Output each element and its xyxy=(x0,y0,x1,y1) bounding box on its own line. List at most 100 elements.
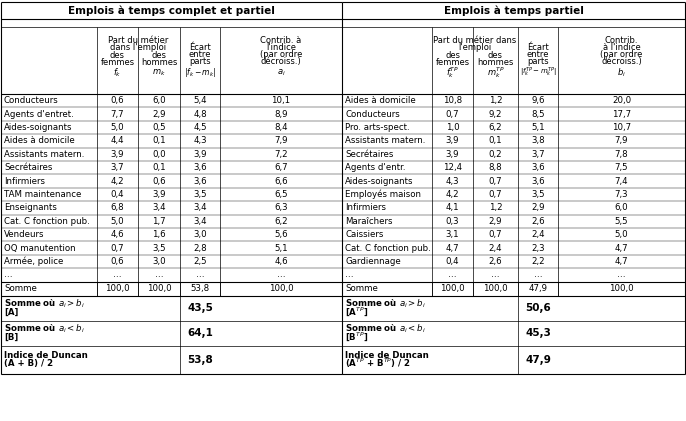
Text: 3,9: 3,9 xyxy=(446,136,459,145)
Text: $m_k$: $m_k$ xyxy=(152,67,166,78)
Text: femmes: femmes xyxy=(436,58,469,67)
Text: 1,7: 1,7 xyxy=(152,217,166,226)
Text: 45,3: 45,3 xyxy=(525,328,551,338)
Text: 100,0: 100,0 xyxy=(440,284,465,293)
Text: 0,7: 0,7 xyxy=(446,109,460,119)
Text: 4,2: 4,2 xyxy=(446,190,460,199)
Text: Somme: Somme xyxy=(345,284,378,293)
Text: 5,5: 5,5 xyxy=(615,217,628,226)
Text: hommes: hommes xyxy=(477,58,514,67)
Text: des: des xyxy=(488,51,503,60)
Text: 2,4: 2,4 xyxy=(488,244,502,253)
Text: 0,6: 0,6 xyxy=(110,96,124,105)
Text: 2,6: 2,6 xyxy=(488,257,502,266)
Text: Agents d'entr.: Agents d'entr. xyxy=(345,163,405,172)
Text: des: des xyxy=(152,51,167,60)
Text: 8,9: 8,9 xyxy=(274,109,287,119)
Text: $a_i$: $a_i$ xyxy=(276,67,285,78)
Text: 9,6: 9,6 xyxy=(531,96,545,105)
Text: 17,7: 17,7 xyxy=(612,109,631,119)
Text: 5,4: 5,4 xyxy=(193,96,206,105)
Text: 4,6: 4,6 xyxy=(110,230,124,239)
Text: 1,2: 1,2 xyxy=(488,96,502,105)
Text: 10,7: 10,7 xyxy=(612,123,631,132)
Text: 10,8: 10,8 xyxy=(443,96,462,105)
Text: parts: parts xyxy=(527,57,549,66)
Text: Aides à domicile: Aides à domicile xyxy=(4,136,75,145)
Text: 3,6: 3,6 xyxy=(531,163,545,172)
Text: OQ manutention: OQ manutention xyxy=(4,244,75,253)
Text: 1,6: 1,6 xyxy=(152,230,166,239)
Text: 2,9: 2,9 xyxy=(488,217,502,226)
Text: 5,0: 5,0 xyxy=(110,123,124,132)
Text: (par ordre: (par ordre xyxy=(600,50,643,59)
Text: 7,3: 7,3 xyxy=(615,190,628,199)
Text: 8,4: 8,4 xyxy=(274,123,288,132)
Text: Assistants matern.: Assistants matern. xyxy=(345,136,425,145)
Text: 1,0: 1,0 xyxy=(446,123,460,132)
Text: à l'indice: à l'indice xyxy=(602,43,640,52)
Text: Conducteurs: Conducteurs xyxy=(345,109,400,119)
Text: 0,2: 0,2 xyxy=(488,150,502,159)
Text: 47,9: 47,9 xyxy=(525,354,551,365)
Text: Emplois à temps complet et partiel: Emplois à temps complet et partiel xyxy=(68,5,275,16)
Text: 0,0: 0,0 xyxy=(152,150,166,159)
Text: parts: parts xyxy=(189,57,211,66)
Text: 47,9: 47,9 xyxy=(528,284,547,293)
Text: 5,0: 5,0 xyxy=(110,217,124,226)
Text: 1,2: 1,2 xyxy=(488,203,502,213)
Text: 7,4: 7,4 xyxy=(615,176,628,186)
Text: Somme où $a_i < b_i$: Somme où $a_i < b_i$ xyxy=(4,323,85,336)
Text: 2,2: 2,2 xyxy=(531,257,545,266)
Text: 3,9: 3,9 xyxy=(193,150,206,159)
Text: 3,0: 3,0 xyxy=(152,257,166,266)
Text: 12,4: 12,4 xyxy=(443,163,462,172)
Text: 6,8: 6,8 xyxy=(110,203,124,213)
Text: 20,0: 20,0 xyxy=(612,96,631,105)
Text: $b_i$: $b_i$ xyxy=(617,66,626,79)
Text: Somme: Somme xyxy=(4,284,37,293)
Text: …: … xyxy=(113,270,122,280)
Text: 4,3: 4,3 xyxy=(193,136,206,145)
Text: Gardiennage: Gardiennage xyxy=(345,257,401,266)
Text: 4,6: 4,6 xyxy=(274,257,288,266)
Text: $m_k^{TP}$: $m_k^{TP}$ xyxy=(486,65,504,80)
Text: Secrétaires: Secrétaires xyxy=(345,150,393,159)
Text: 100,0: 100,0 xyxy=(105,284,130,293)
Text: des: des xyxy=(445,51,460,60)
Text: Aides-soignants: Aides-soignants xyxy=(345,176,414,186)
Text: 6,3: 6,3 xyxy=(274,203,288,213)
Text: Pro. arts-spect.: Pro. arts-spect. xyxy=(345,123,410,132)
Text: Indice de Duncan: Indice de Duncan xyxy=(4,351,88,360)
Text: …: … xyxy=(491,270,500,280)
Text: entre: entre xyxy=(527,50,549,59)
Text: 2,3: 2,3 xyxy=(531,244,545,253)
Text: 0,7: 0,7 xyxy=(488,190,502,199)
Text: 4,1: 4,1 xyxy=(446,203,460,213)
Text: 5,6: 5,6 xyxy=(274,230,288,239)
Text: Part du métier: Part du métier xyxy=(108,36,169,45)
Text: 100,0: 100,0 xyxy=(609,284,634,293)
Text: 6,6: 6,6 xyxy=(274,176,288,186)
Text: 4,5: 4,5 xyxy=(193,123,206,132)
Text: TAM maintenance: TAM maintenance xyxy=(4,190,82,199)
Text: $|f_k^{TP} - m_k^{TP}|$: $|f_k^{TP} - m_k^{TP}|$ xyxy=(519,66,556,79)
Text: Contrib. à: Contrib. à xyxy=(261,36,302,45)
Text: 6,7: 6,7 xyxy=(274,163,288,172)
Text: hommes: hommes xyxy=(141,58,177,67)
Text: dans l'emploi: dans l'emploi xyxy=(110,43,167,52)
Text: 7,2: 7,2 xyxy=(274,150,288,159)
Text: décroiss.): décroiss.) xyxy=(601,57,642,66)
Text: 53,8: 53,8 xyxy=(191,284,209,293)
Text: 6,2: 6,2 xyxy=(274,217,288,226)
Text: …: … xyxy=(154,270,163,280)
Text: …: … xyxy=(4,270,12,280)
Text: 43,5: 43,5 xyxy=(187,303,213,313)
Text: $|f_k - m_k|$: $|f_k - m_k|$ xyxy=(184,66,216,79)
Text: 7,5: 7,5 xyxy=(615,163,628,172)
Text: 2,8: 2,8 xyxy=(193,244,206,253)
Text: 0,1: 0,1 xyxy=(152,136,166,145)
Text: Employés maison: Employés maison xyxy=(345,190,421,199)
Text: 4,7: 4,7 xyxy=(615,257,628,266)
Text: 3,6: 3,6 xyxy=(193,163,206,172)
